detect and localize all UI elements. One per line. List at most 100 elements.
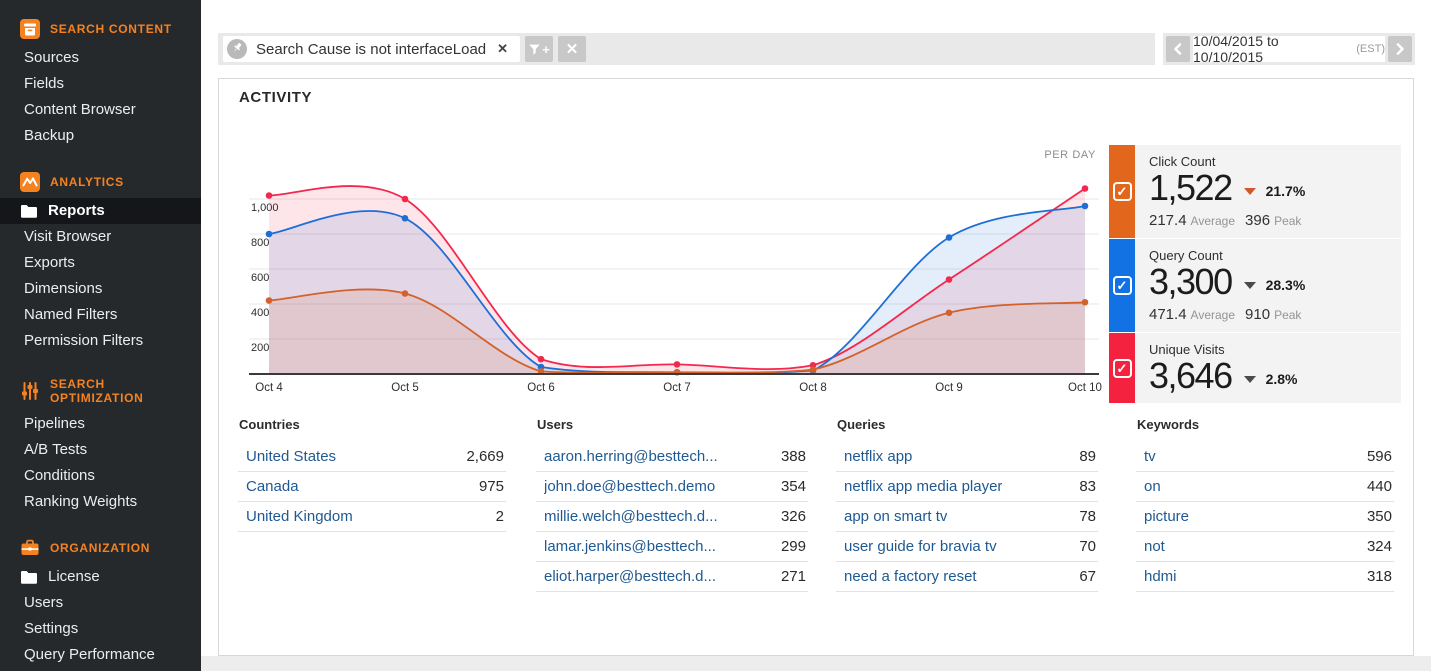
briefcase-icon (20, 538, 40, 558)
list-item-link[interactable]: hdmi (1144, 568, 1177, 585)
metric-trend-percent: 2.8% (1265, 370, 1298, 387)
sidebar-item-license[interactable]: License (0, 564, 201, 590)
sidebar-item-fields[interactable]: Fields (0, 71, 201, 97)
metric-color-stripe: ✓ (1109, 239, 1135, 332)
list-item-link[interactable]: millie.welch@besttech.d... (544, 508, 718, 525)
list-item-value: 2 (495, 508, 504, 525)
list-item-value: 70 (1079, 538, 1096, 555)
sidebar-item-pipelines[interactable]: Pipelines (0, 411, 201, 437)
list-item-link[interactable]: app on smart tv (844, 508, 948, 525)
list-item-link[interactable]: not (1144, 538, 1165, 555)
sidebar-item-sources[interactable]: Sources (0, 45, 201, 71)
chart-point (945, 309, 953, 317)
x-axis-tick-label: Oct 9 (935, 382, 962, 394)
folder-icon (20, 204, 38, 218)
list-item-link[interactable]: United Kingdom (246, 508, 353, 525)
chart-point (401, 214, 409, 222)
sidebar-item-permission-filters[interactable]: Permission Filters (0, 328, 201, 354)
sidebar-item-dimensions[interactable]: Dimensions (0, 276, 201, 302)
sidebar-item-label: License (48, 568, 100, 585)
list-item-link[interactable]: Canada (246, 478, 299, 495)
clear-filters-button[interactable]: ✕ (558, 36, 587, 62)
sidebar-item-settings[interactable]: Settings (0, 616, 201, 642)
sidebar-item-label: Ranking Weights (24, 493, 138, 510)
metric-value: 3,646 (1149, 355, 1233, 396)
list-item-link[interactable]: on (1144, 478, 1161, 495)
chart-area-click-count (269, 289, 1085, 374)
list-item-link[interactable]: netflix app (844, 448, 913, 465)
chart-point (401, 290, 409, 297)
metric-checkbox-query-count[interactable]: ✓ (1112, 276, 1132, 295)
list-item-link[interactable]: eliot.harper@besttech.d... (544, 568, 716, 585)
list-item-value: 299 (780, 538, 806, 555)
sidebar-item-label: Users (24, 594, 64, 611)
metric-checkbox-unique-visits[interactable]: ✓ (1112, 358, 1132, 378)
y-axis-tick-label: 800 (251, 237, 269, 249)
metric-checkbox-click-count[interactable]: ✓ (1112, 182, 1132, 201)
list-item-link[interactable]: john.doe@besttech.demo (544, 478, 716, 495)
list-item: Canada 975 (238, 472, 506, 502)
sidebar-item-reports[interactable]: Reports (0, 198, 201, 224)
sidebar-item-query-performance[interactable]: Query Performance (0, 642, 201, 668)
list-item-value: 440 (1366, 478, 1392, 495)
list-item-link[interactable]: tv (1144, 448, 1156, 465)
add-filter-button[interactable]: + (525, 36, 554, 62)
list-item-link[interactable]: user guide for bravia tv (844, 538, 997, 555)
chart-point (1081, 202, 1089, 210)
list-item-link[interactable]: picture (1144, 508, 1190, 525)
metric-name: Query Count (1149, 248, 1223, 263)
list-item-link[interactable]: aaron.herring@besttech... (544, 448, 718, 465)
x-axis-tick-label: Oct 7 (663, 382, 690, 394)
sidebar-item-exports[interactable]: Exports (0, 250, 201, 276)
sidebar-item-a-b-tests[interactable]: A/B Tests (0, 437, 201, 463)
sliders-icon (20, 381, 40, 401)
metric-card-body: Unique Visits 3,646 2.8% (1135, 333, 1401, 403)
sidebar-section-header: SEARCH CONTENT (0, 13, 201, 45)
list-title: Countries (239, 417, 300, 432)
list-item-link[interactable]: lamar.jenkins@besttech... (544, 538, 716, 555)
x-axis-tick-label: Oct 5 (391, 382, 418, 394)
chart-point (945, 276, 953, 283)
sidebar-item-named-filters[interactable]: Named Filters (0, 302, 201, 328)
sidebar-item-label: Dimensions (24, 280, 103, 297)
sidebar-section-analytics: ANALYTICS Reports Visit Browser Exports Dime… (0, 166, 201, 354)
y-axis-tick-label: 600 (251, 272, 269, 284)
sidebar-section-organization: ORGANIZATION License Users Settings Query Pe… (0, 532, 201, 668)
sidebar-item-label: Conditions (24, 467, 95, 484)
analytics-icon (20, 172, 40, 192)
sidebar-item-visit-browser[interactable]: Visit Browser (0, 224, 201, 250)
sidebar-item-label: Exports (24, 254, 75, 271)
list-title: Keywords (1137, 417, 1200, 432)
metric-cards: ✓ Click Count 1,522 21.7% 217.4 Average 396 Pea… (1109, 145, 1401, 404)
list-item: on 440 (1136, 472, 1394, 502)
list-item: netflix app 89 (836, 442, 1098, 472)
list-item-link[interactable]: United States (246, 448, 337, 465)
metric-name: Click Count (1149, 154, 1216, 169)
list-users: Users aaron.herring@besttech... 388 john.do… (536, 417, 808, 592)
sidebar-item-content-browser[interactable]: Content Browser (0, 97, 201, 123)
list-item-link[interactable]: need a factory reset (844, 568, 977, 585)
panel-title: ACTIVITY (239, 89, 313, 106)
average-label: Average (1190, 308, 1236, 322)
previous-period-button[interactable] (1166, 36, 1190, 62)
sidebar-item-backup[interactable]: Backup (0, 123, 201, 149)
x-axis-tick-label: Oct 8 (799, 382, 826, 394)
sidebar-item-users[interactable]: Users (0, 590, 201, 616)
remove-filter-icon[interactable]: ✕ (497, 41, 509, 56)
list-item: United States 2,669 (238, 442, 506, 472)
date-range-display[interactable]: 10/04/2015 to 10/10/2015 (EST) (1193, 33, 1385, 65)
sidebar-item-ranking-weights[interactable]: Ranking Weights (0, 489, 201, 515)
chevron-right-icon (1396, 43, 1404, 55)
list-item-value: 388 (780, 448, 806, 465)
sidebar-item-label: Sources (24, 49, 80, 66)
list-item-value: 2,669 (466, 448, 504, 465)
next-period-button[interactable] (1388, 36, 1412, 62)
date-range-picker: 10/04/2015 to 10/10/2015 (EST) (1163, 33, 1415, 65)
sidebar-item-label: Visit Browser (24, 228, 112, 245)
sidebar-section-header: ANALYTICS (0, 166, 201, 198)
sidebar-item-conditions[interactable]: Conditions (0, 463, 201, 489)
funnel-plus-icon: + (528, 42, 550, 57)
list-item-link[interactable]: netflix app media player (844, 478, 1003, 495)
x-axis-tick-label: Oct 4 (255, 382, 283, 394)
